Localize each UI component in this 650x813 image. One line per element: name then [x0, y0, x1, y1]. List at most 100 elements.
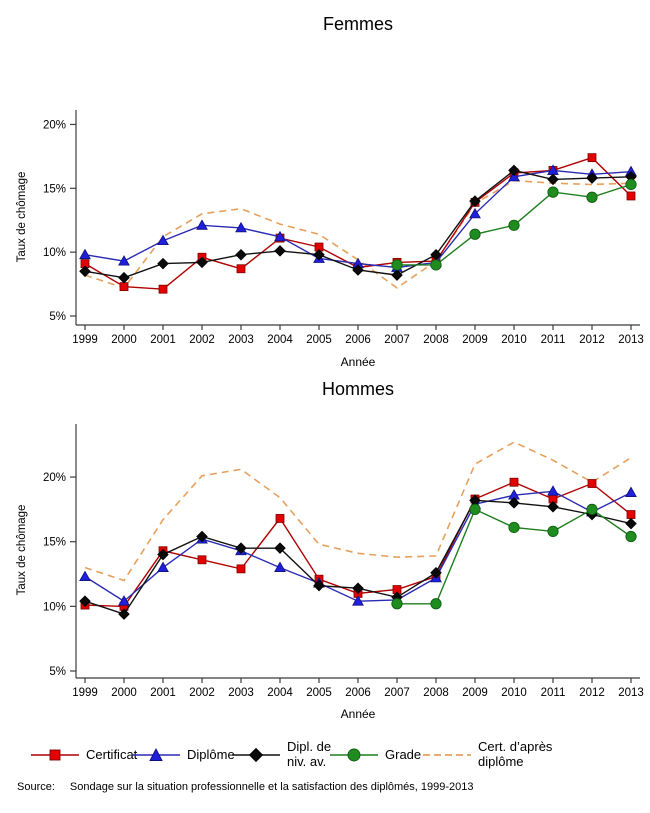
hommes-marker-dipl-niv-av	[196, 530, 208, 543]
hommes-marker-grade	[391, 598, 403, 610]
source-text: Sondage sur la situation professionnelle…	[69, 781, 474, 793]
hommes-marker-certificat	[236, 564, 246, 574]
femmes-marker-dipl-niv-av	[508, 164, 520, 177]
y-axis-label-hommes: Taux de chômage	[16, 504, 28, 596]
femmes-marker-dipl-niv-av	[157, 257, 169, 270]
hommes-marker-certificat	[509, 477, 519, 487]
femmes-x-tick-label: 2011	[541, 334, 566, 346]
femmes-marker-dipl-niv-av	[313, 248, 325, 261]
legend-item-grade: Grade	[329, 732, 421, 778]
hommes-y-tick-label: 20%	[43, 472, 66, 484]
chart-title-femmes: Femmes	[322, 14, 393, 34]
hommes-marker-dipl-niv-av	[352, 582, 364, 595]
hommes-x-tick-label: 2000	[111, 687, 137, 699]
hommes-y-tick-label: 15%	[43, 537, 66, 549]
legend-item-cert-apres-diplome: Cert. d’après diplôme	[422, 732, 552, 778]
femmes-marker-grade	[430, 259, 442, 271]
legend-label-line1: Certificat	[86, 746, 138, 762]
hommes-x-tick-label: 2009	[462, 687, 488, 699]
legend-label-line1: Dipl. de	[287, 739, 332, 755]
hommes-x-tick-label: 2006	[345, 687, 371, 699]
femmes-marker-diplome	[118, 255, 130, 266]
legend-label-line2: diplôme	[478, 754, 524, 769]
legend-label-dipl-niv-av: Dipl. de niv. av.	[287, 740, 331, 769]
hommes-x-tick-label: 2010	[501, 687, 527, 699]
femmes-marker-certificat	[236, 264, 246, 274]
femmes-x-tick-label: 2004	[267, 334, 293, 346]
femmes-marker-dipl-niv-av	[547, 173, 559, 186]
hommes-marker-dipl-niv-av	[274, 542, 286, 554]
legend-marker-grade	[347, 748, 361, 762]
hommes-marker-diplome	[118, 595, 130, 606]
legend-marker-certificat	[49, 749, 61, 761]
hommes-x-tick-label: 2007	[384, 687, 410, 699]
legend-swatch-dipl-niv-av	[232, 747, 280, 763]
legend-swatch-grade	[330, 748, 378, 762]
femmes-marker-certificat	[626, 191, 636, 201]
femmes-marker-dipl-niv-av	[352, 264, 364, 276]
femmes-x-tick-label: 2005	[306, 334, 332, 346]
femmes-marker-dipl-niv-av	[79, 265, 91, 278]
hommes-marker-diplome	[547, 485, 559, 496]
hommes-x-tick-label: 2008	[423, 687, 449, 699]
femmes-marker-grade	[625, 178, 637, 191]
femmes-y-tick-label: 20%	[43, 119, 66, 131]
hommes-marker-diplome	[625, 486, 637, 497]
femmes-x-tick-label: 1999	[72, 334, 98, 346]
x-axis-label-femmes: Année	[340, 355, 376, 369]
femmes-x-tick-label: 2007	[384, 334, 410, 346]
source-label: Source:	[17, 781, 55, 793]
hommes-marker-dipl-niv-av	[313, 579, 325, 592]
legend-swatch-certificat	[31, 749, 79, 761]
legend-item-diplome: Diplôme	[131, 732, 235, 778]
femmes-marker-dipl-niv-av	[274, 245, 286, 257]
legend-label-grade: Grade	[385, 747, 421, 763]
hommes-marker-diplome	[79, 570, 91, 582]
hommes-series-cert-apres-diplome	[84, 441, 632, 582]
hommes-x-tick-label: 1999	[72, 687, 98, 699]
femmes-x-tick-label: 2006	[345, 334, 371, 346]
femmes-y-tick-label: 5%	[49, 311, 66, 323]
legend-label-certificat: Certificat	[86, 746, 138, 763]
hommes-marker-dipl-niv-av	[235, 542, 247, 554]
hommes-marker-grade	[547, 525, 559, 537]
femmes-marker-certificat	[158, 284, 168, 294]
hommes-marker-certificat	[197, 555, 207, 565]
legend-swatch-diplome	[132, 748, 180, 761]
hommes-marker-grade	[469, 503, 481, 515]
femmes-marker-certificat	[119, 282, 129, 292]
legend-label-line2: niv. av.	[287, 754, 327, 769]
hommes-marker-grade	[508, 521, 520, 534]
femmes-marker-dipl-niv-av	[586, 172, 598, 184]
hommes-x-tick-label: 2013	[618, 687, 644, 699]
source-line: Source: Sondage sur la situation professi…	[17, 781, 474, 793]
femmes-marker-diplome	[508, 170, 520, 182]
hommes-x-tick-label: 2001	[150, 687, 176, 699]
hommes-x-tick-label: 2012	[579, 687, 605, 699]
hommes-x-tick-label: 2004	[267, 687, 293, 699]
femmes-x-tick-label: 2012	[579, 334, 605, 346]
hommes-marker-certificat	[587, 479, 597, 488]
femmes-marker-diplome	[235, 221, 247, 233]
femmes-marker-grade	[547, 186, 559, 198]
hommes-x-tick-label: 2002	[189, 687, 215, 699]
hommes-marker-dipl-niv-av	[157, 548, 169, 561]
legend-marker-dipl-niv-av	[248, 747, 264, 763]
hommes-marker-dipl-niv-av	[79, 595, 91, 607]
hommes-y-tick-label: 10%	[43, 601, 66, 613]
hommes-marker-certificat	[275, 514, 285, 523]
legend-item-certificat: Certificat	[30, 732, 137, 778]
hommes-marker-dipl-niv-av	[118, 608, 130, 620]
legend-marker-diplome	[149, 748, 163, 761]
femmes-y-tick-label: 15%	[43, 183, 66, 195]
legend-label-line1: Cert. d’après	[478, 739, 553, 755]
femmes-y-tick-label: 10%	[43, 247, 66, 259]
hommes-y-tick-label: 5%	[49, 666, 66, 678]
hommes-marker-certificat	[626, 510, 636, 519]
legend-label-diplome: Diplôme	[187, 747, 235, 763]
femmes-x-tick-label: 2009	[462, 334, 488, 346]
femmes-x-tick-label: 2010	[501, 334, 527, 346]
hommes-marker-diplome	[274, 561, 286, 572]
